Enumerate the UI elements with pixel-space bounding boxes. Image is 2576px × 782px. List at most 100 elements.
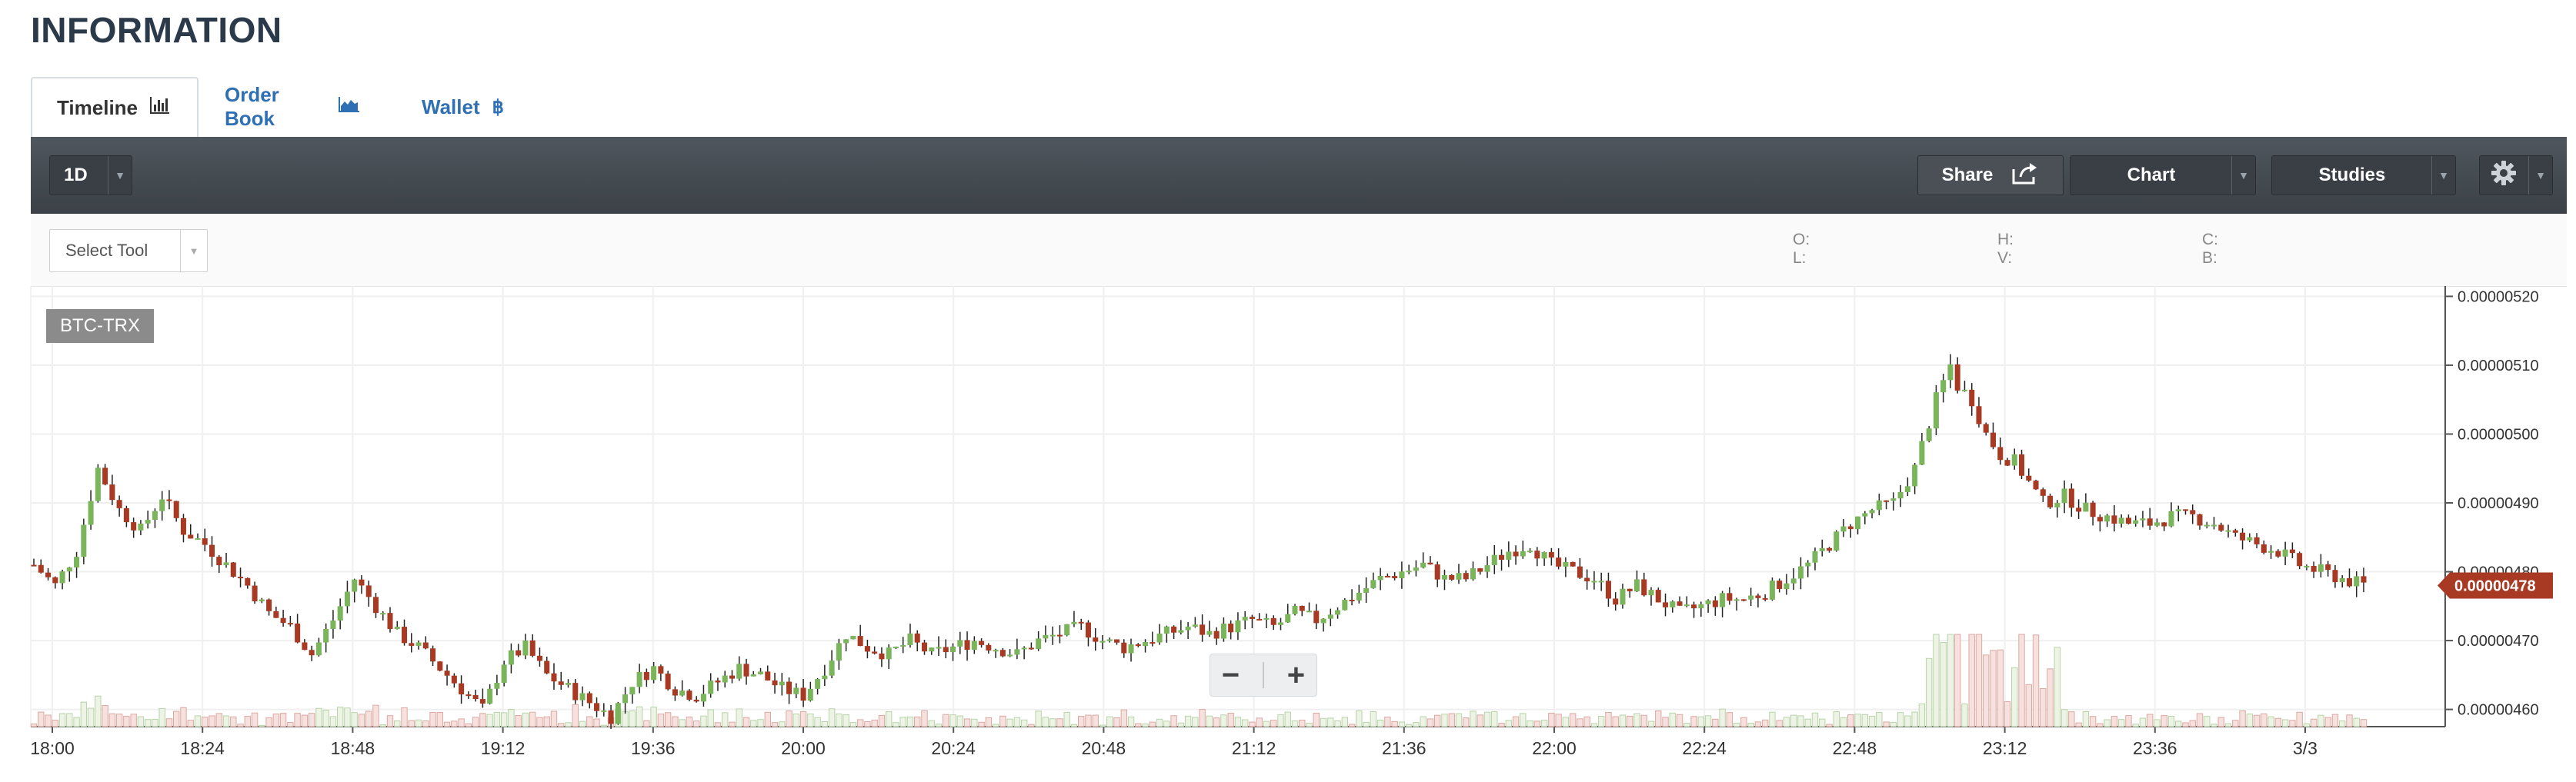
candle-body bbox=[295, 623, 301, 643]
candle-body bbox=[708, 681, 714, 694]
candle-body bbox=[1028, 647, 1034, 650]
candle-body bbox=[629, 687, 636, 695]
candle-body bbox=[1406, 571, 1412, 573]
volume-bar bbox=[1940, 642, 1947, 727]
studies-dropdown[interactable]: Studies ▼ bbox=[2271, 155, 2456, 195]
share-button[interactable]: Share bbox=[1917, 155, 2064, 195]
volume-bar bbox=[536, 717, 543, 727]
volume-bar bbox=[978, 721, 985, 727]
x-tick-label: 20:48 bbox=[1082, 738, 1126, 758]
volume-bar bbox=[351, 712, 358, 727]
candle-body bbox=[1106, 639, 1113, 641]
volume-bar bbox=[565, 722, 572, 727]
chart-canvas[interactable]: 0.00000520 0.00000510 0.00000500 0.00000490… bbox=[0, 285, 2576, 778]
select-tool-dropdown[interactable]: Select Tool ▼ bbox=[49, 229, 208, 272]
period-dropdown[interactable]: 1D ▼ bbox=[49, 155, 132, 195]
candle-body bbox=[2339, 577, 2345, 583]
volume-bar bbox=[123, 716, 130, 727]
candle-body bbox=[993, 650, 999, 652]
candle-body bbox=[245, 577, 251, 586]
volume-bar bbox=[1833, 711, 1840, 727]
volume-bar bbox=[2253, 714, 2261, 727]
candle-body bbox=[1997, 447, 2004, 461]
volume-bar bbox=[1277, 714, 1284, 727]
zoom-in-button[interactable]: + bbox=[1286, 658, 1306, 692]
candle-body bbox=[2317, 564, 2324, 572]
candle-body bbox=[565, 683, 572, 685]
volume-bar bbox=[1470, 710, 1477, 727]
zoom-out-button[interactable]: − bbox=[1221, 658, 1240, 692]
candle-body bbox=[1826, 547, 1833, 551]
chart-type-dropdown[interactable]: Chart ▼ bbox=[2070, 155, 2256, 195]
volume-bar bbox=[1933, 634, 1940, 727]
candle-body bbox=[1150, 642, 1156, 644]
volume-bar bbox=[1555, 714, 1562, 727]
volume-bar bbox=[215, 713, 222, 727]
candle-body bbox=[1449, 574, 1455, 580]
candle-body bbox=[979, 641, 985, 645]
tab-wallet[interactable]: Wallet ฿ bbox=[397, 77, 520, 137]
volume-bar bbox=[1861, 714, 1869, 727]
chevron-down-icon: ▼ bbox=[108, 156, 132, 195]
candle-body bbox=[223, 562, 229, 566]
candle-body bbox=[66, 567, 72, 572]
y-tick-label: 0.00000520 bbox=[2458, 288, 2539, 305]
volume-bar bbox=[58, 713, 66, 727]
volume-bar bbox=[1704, 715, 1712, 727]
volume-bar bbox=[2097, 723, 2104, 727]
candle-body bbox=[2218, 524, 2224, 531]
tab-timeline[interactable]: Timeline bbox=[31, 77, 199, 137]
volume-bar bbox=[1776, 720, 1783, 727]
candle-body bbox=[2304, 566, 2310, 568]
tab-order-book[interactable]: Order Book bbox=[200, 77, 385, 137]
candle-body bbox=[372, 597, 379, 614]
volume-bar bbox=[2267, 716, 2274, 727]
candle-body bbox=[1363, 587, 1370, 593]
candle-body bbox=[700, 694, 706, 702]
candle-body bbox=[843, 639, 849, 644]
candle-body bbox=[1299, 605, 1305, 611]
y-tick-label: 0.00000500 bbox=[2458, 426, 2539, 443]
candle-body bbox=[2061, 488, 2067, 504]
volume-bar bbox=[1505, 720, 1513, 727]
candle-body bbox=[415, 642, 422, 646]
candle-body bbox=[2332, 570, 2338, 583]
candle-body bbox=[594, 703, 600, 711]
chevron-down-icon: ▼ bbox=[2431, 156, 2455, 195]
volume-bar bbox=[486, 714, 493, 727]
volume-bar bbox=[1904, 715, 1911, 727]
volume-bar bbox=[429, 711, 436, 727]
volume-bar bbox=[358, 714, 365, 727]
candle-body bbox=[166, 499, 172, 501]
settings-dropdown[interactable]: ▼ bbox=[2479, 155, 2553, 195]
volume-bar bbox=[643, 720, 650, 727]
volume-bar bbox=[729, 721, 736, 727]
volume-bar bbox=[1747, 723, 1754, 727]
volume-bar bbox=[1078, 716, 1085, 727]
volume-bar bbox=[187, 720, 194, 727]
volume-bar bbox=[1035, 710, 1042, 727]
candle-body bbox=[1805, 562, 1811, 567]
volume-bar bbox=[2139, 717, 2147, 727]
candle-body bbox=[957, 640, 963, 647]
candle-body bbox=[451, 675, 457, 684]
candle-body bbox=[1862, 513, 1868, 517]
volume-bar bbox=[265, 717, 272, 727]
volume-bar bbox=[1405, 724, 1413, 727]
volume-bar bbox=[1633, 713, 1640, 727]
current-price-tag bbox=[2438, 572, 2553, 599]
volume-bar bbox=[73, 717, 80, 727]
volume-bar bbox=[849, 722, 857, 727]
volume-bar bbox=[1192, 717, 1199, 727]
price-chart[interactable]: 0.00000520 0.00000510 0.00000500 0.00000490… bbox=[0, 285, 2576, 778]
volume-bar bbox=[1662, 717, 1669, 727]
volume-bar bbox=[87, 707, 95, 727]
volume-bar bbox=[1883, 721, 1890, 727]
x-tick-label: 19:12 bbox=[481, 738, 526, 758]
volume-bar bbox=[315, 707, 322, 727]
candle-body bbox=[872, 651, 878, 654]
volume-bar bbox=[1577, 718, 1583, 727]
candle-body bbox=[636, 671, 642, 687]
candle-body bbox=[1812, 551, 1818, 563]
candle-body bbox=[1499, 554, 1505, 560]
